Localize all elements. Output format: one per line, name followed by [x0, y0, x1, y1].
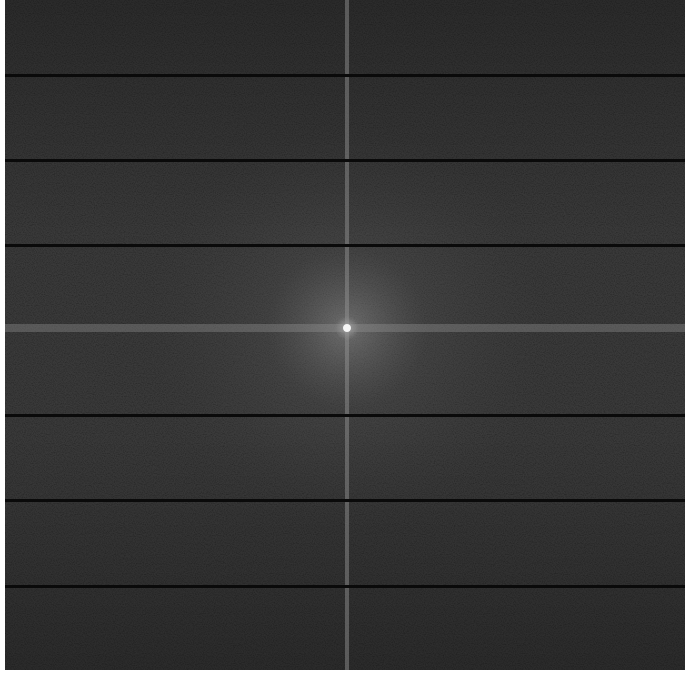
vertical-axis-line	[345, 0, 349, 670]
page	[0, 0, 685, 684]
dark-line	[5, 244, 685, 247]
spectrum-image	[0, 0, 685, 684]
image-area	[5, 0, 685, 670]
dark-line	[5, 414, 685, 417]
dark-line	[5, 585, 685, 588]
center-peak	[343, 324, 351, 332]
dark-line	[5, 499, 685, 502]
dark-line	[5, 159, 685, 162]
dark-line	[5, 74, 685, 77]
